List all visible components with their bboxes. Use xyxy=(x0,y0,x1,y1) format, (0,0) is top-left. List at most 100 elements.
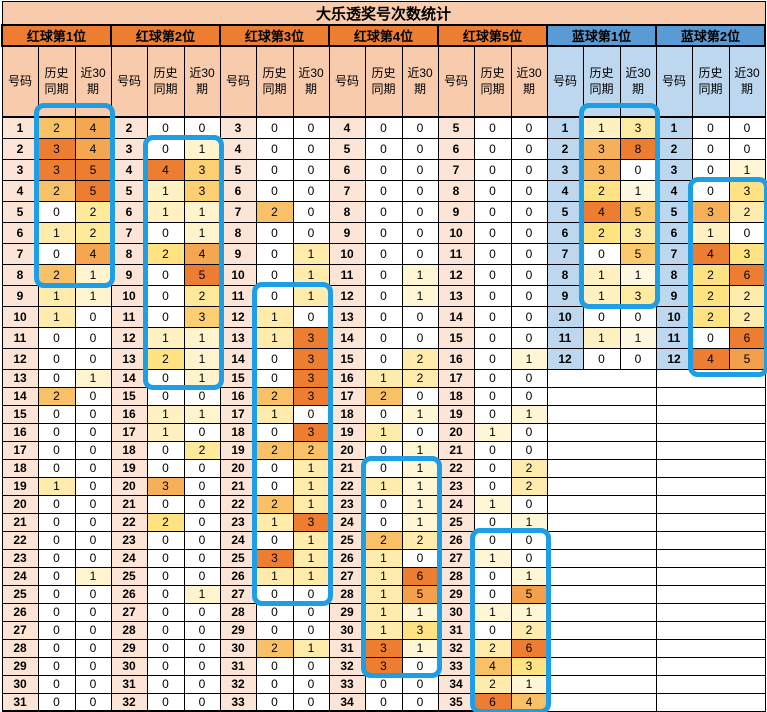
cell-value[interactable]: 1 xyxy=(292,242,330,265)
cell-value[interactable]: 0 xyxy=(255,179,294,202)
cell-value[interactable]: 2 xyxy=(255,494,294,514)
cell-number[interactable]: 10 xyxy=(437,221,475,244)
cell-value[interactable]: 0 xyxy=(255,584,294,604)
cell-number[interactable]: 9 xyxy=(1,284,39,307)
cell-number[interactable]: 34 xyxy=(437,674,475,694)
cell-value[interactable]: 0 xyxy=(510,179,548,202)
cell-value[interactable]: 0 xyxy=(510,158,548,181)
cell-value[interactable]: 1 xyxy=(619,326,657,349)
cell-value[interactable]: 0 xyxy=(74,494,112,514)
cell-value[interactable]: 0 xyxy=(292,137,330,160)
group-header-4[interactable]: 红球第5位 xyxy=(437,24,548,47)
cell-value[interactable]: 1 xyxy=(183,347,221,370)
cell-value[interactable]: 0 xyxy=(510,386,548,406)
cell-value[interactable]: 0 xyxy=(255,530,294,550)
cell-value[interactable]: 0 xyxy=(619,158,657,181)
cell-value[interactable]: 1 xyxy=(510,404,548,424)
cell-value[interactable]: 1 xyxy=(728,158,766,181)
cell-value[interactable]: 0 xyxy=(255,620,294,640)
cell-value[interactable]: 0 xyxy=(183,692,221,712)
cell-value[interactable]: 0 xyxy=(473,368,512,388)
cell-value[interactable]: 0 xyxy=(183,620,221,640)
cell-value[interactable]: 1 xyxy=(146,326,185,349)
cell-number[interactable]: 15 xyxy=(110,386,148,406)
cell-number[interactable]: 23 xyxy=(1,548,39,568)
cell-value[interactable]: 0 xyxy=(510,422,548,442)
cell-value[interactable]: 1 xyxy=(292,566,330,586)
cell-number[interactable]: 3 xyxy=(219,116,257,139)
cell-value[interactable]: 1 xyxy=(364,476,403,496)
cell-value[interactable]: 0 xyxy=(183,386,221,406)
cell-number[interactable]: 14 xyxy=(110,368,148,388)
cell-value[interactable]: 0 xyxy=(255,137,294,160)
cell-value[interactable]: 1 xyxy=(292,548,330,568)
cell-value[interactable]: 0 xyxy=(401,242,439,265)
cell-value[interactable]: 0 xyxy=(582,347,621,370)
cell-value[interactable]: 0 xyxy=(292,602,330,622)
cell-number[interactable]: 25 xyxy=(437,512,475,532)
cell-number[interactable]: 15 xyxy=(328,347,366,370)
cell-value[interactable]: 2 xyxy=(364,386,403,406)
col-header-history[interactable]: 历史 同期 xyxy=(146,45,185,118)
cell-number[interactable]: 27 xyxy=(110,602,148,622)
cell-value[interactable]: 0 xyxy=(37,674,76,694)
cell-value[interactable]: 0 xyxy=(364,494,403,514)
cell-value[interactable]: 0 xyxy=(364,284,403,307)
cell-value[interactable]: 0 xyxy=(74,512,112,532)
cell-number[interactable]: 33 xyxy=(328,674,366,694)
cell-number[interactable]: 14 xyxy=(328,326,366,349)
cell-number[interactable]: 26 xyxy=(219,566,257,586)
cell-number[interactable]: 2 xyxy=(546,137,584,160)
cell-value[interactable]: 1 xyxy=(183,368,221,388)
cell-number[interactable]: 33 xyxy=(219,692,257,712)
cell-value[interactable]: 0 xyxy=(37,494,76,514)
cell-value[interactable]: 0 xyxy=(146,656,185,676)
cell-number[interactable]: 7 xyxy=(655,242,693,265)
cell-number[interactable]: 8 xyxy=(219,221,257,244)
cell-number[interactable]: 26 xyxy=(328,548,366,568)
cell-number[interactable]: 8 xyxy=(110,242,148,265)
cell-value[interactable]: 1 xyxy=(582,116,621,139)
cell-value[interactable]: 4 xyxy=(691,347,730,370)
cell-value[interactable]: 0 xyxy=(292,116,330,139)
cell-number[interactable]: 25 xyxy=(110,566,148,586)
cell-value[interactable]: 2 xyxy=(728,200,766,223)
cell-value[interactable]: 0 xyxy=(146,368,185,388)
cell-number[interactable]: 15 xyxy=(1,404,39,424)
cell-value[interactable]: 1 xyxy=(401,404,439,424)
cell-value[interactable]: 8 xyxy=(619,137,657,160)
group-header-5[interactable]: 蓝球第1位 xyxy=(546,24,657,47)
cell-value[interactable]: 0 xyxy=(255,422,294,442)
cell-value[interactable]: 3 xyxy=(37,137,76,160)
cell-value[interactable]: 0 xyxy=(510,305,548,328)
cell-number[interactable]: 32 xyxy=(110,692,148,712)
cell-value[interactable]: 0 xyxy=(146,638,185,658)
cell-value[interactable]: 0 xyxy=(292,692,330,712)
cell-number[interactable]: 13 xyxy=(328,305,366,328)
cell-number[interactable]: 25 xyxy=(219,548,257,568)
cell-value[interactable]: 0 xyxy=(37,584,76,604)
cell-value[interactable]: 0 xyxy=(691,326,730,349)
cell-value[interactable]: 1 xyxy=(401,440,439,460)
cell-number[interactable]: 5 xyxy=(219,158,257,181)
cell-number[interactable]: 12 xyxy=(655,347,693,370)
cell-number[interactable]: 27 xyxy=(1,620,39,640)
cell-value[interactable]: 0 xyxy=(183,656,221,676)
cell-value[interactable]: 1 xyxy=(146,179,185,202)
cell-value[interactable]: 0 xyxy=(473,179,512,202)
cell-value[interactable]: 3 xyxy=(183,305,221,328)
cell-number[interactable]: 1 xyxy=(546,116,584,139)
cell-number[interactable]: 19 xyxy=(328,422,366,442)
cell-value[interactable]: 3 xyxy=(292,326,330,349)
cell-value[interactable]: 1 xyxy=(255,305,294,328)
cell-value[interactable]: 0 xyxy=(364,692,403,712)
cell-number[interactable]: 27 xyxy=(437,548,475,568)
cell-value[interactable]: 0 xyxy=(37,548,76,568)
cell-value[interactable]: 1 xyxy=(255,566,294,586)
cell-value[interactable]: 0 xyxy=(74,422,112,442)
cell-number[interactable]: 30 xyxy=(110,656,148,676)
cell-value[interactable]: 0 xyxy=(473,386,512,406)
col-header-number[interactable]: 号码 xyxy=(655,45,693,118)
cell-value[interactable]: 6 xyxy=(728,326,766,349)
cell-number[interactable]: 11 xyxy=(655,326,693,349)
